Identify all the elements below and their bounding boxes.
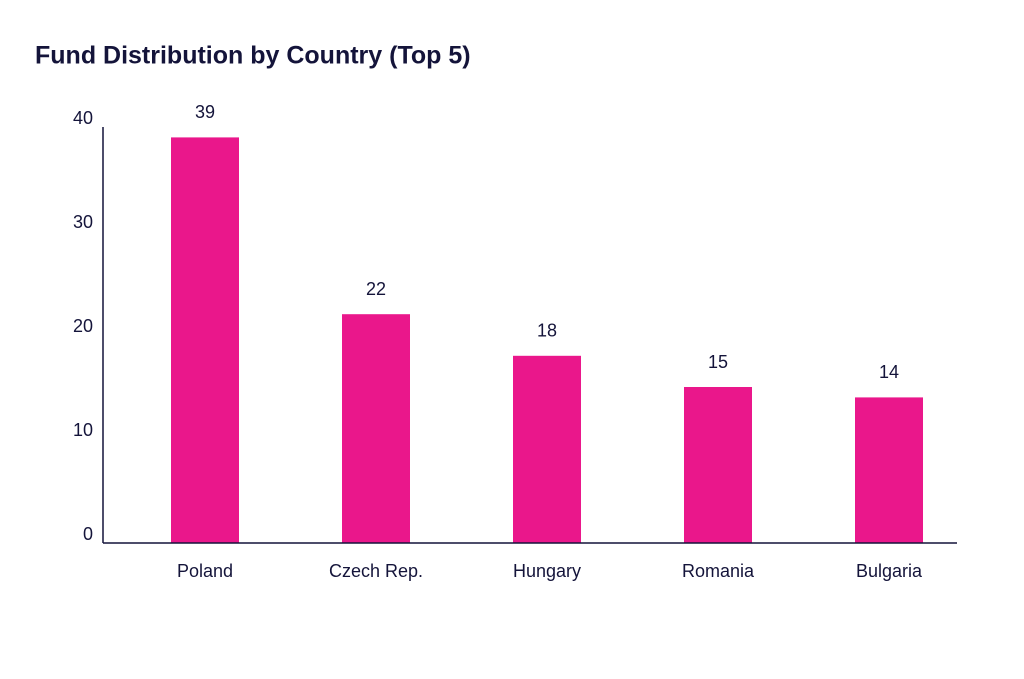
x-tick-label: Hungary <box>513 561 581 581</box>
y-tick-label: 30 <box>73 212 93 232</box>
x-tick-label: Poland <box>177 561 233 581</box>
y-tick-label: 40 <box>73 108 93 128</box>
bar <box>855 397 923 543</box>
value-label: 14 <box>879 362 899 382</box>
value-label: 18 <box>537 321 557 341</box>
x-tick-label: Bulgaria <box>856 561 923 581</box>
chart-title: Fund Distribution by Country (Top 5) <box>35 42 471 70</box>
x-tick-label: Czech Rep. <box>329 561 423 581</box>
value-label: 15 <box>708 352 728 372</box>
value-label: 39 <box>195 102 215 122</box>
bar <box>684 387 752 543</box>
value-label: 22 <box>366 279 386 299</box>
x-tick-label: Romania <box>682 561 755 581</box>
bar <box>342 314 410 543</box>
y-tick-label: 0 <box>83 524 93 544</box>
y-tick-label: 10 <box>73 420 93 440</box>
y-tick-label: 20 <box>73 316 93 336</box>
bar <box>171 137 239 543</box>
bar <box>513 355 581 543</box>
